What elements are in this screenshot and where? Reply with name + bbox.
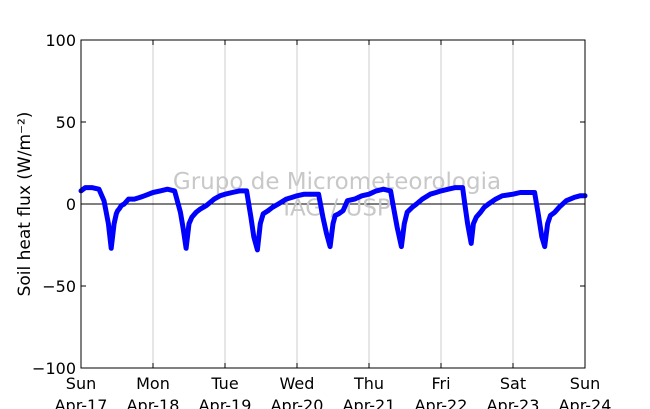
y-axis: −100 −50 0 50 100 [32, 31, 585, 378]
x-tick-day-6: Sat [500, 374, 526, 393]
series-layer [78, 185, 588, 253]
watermark-line-1: Grupo de Micrometeorologia [173, 169, 501, 195]
y-axis-label: Soil heat flux (W/m⁻²) [15, 112, 35, 297]
y-tick-label-0: −100 [32, 359, 76, 378]
series-line-0 [78, 185, 588, 253]
x-tick-date-2: Apr-19 [199, 396, 252, 409]
x-tick-day-1: Mon [136, 374, 170, 393]
x-tick-day-5: Fri [431, 374, 450, 393]
x-tick-day-2: Tue [210, 374, 238, 393]
x-tick-date-3: Apr-20 [271, 396, 324, 409]
y-tick-label-1: −50 [42, 277, 76, 296]
x-tick-date-0: Apr-17 [55, 396, 108, 409]
y-tick-label-4: 100 [45, 31, 76, 50]
x-tick-day-0: Sun [66, 374, 96, 393]
x-axis: Sun Apr-17 Mon Apr-18 Tue Apr-19 Wed Apr-20 Thu A… [55, 40, 612, 409]
y-tick-label-3: 50 [56, 113, 76, 132]
x-tick-day-4: Thu [353, 374, 384, 393]
x-tick-date-4: Apr-21 [343, 396, 396, 409]
x-tick-date-7: Apr-24 [559, 396, 612, 409]
x-tick-date-1: Apr-18 [127, 396, 180, 409]
x-tick-day-7: Sun [570, 374, 600, 393]
x-tick-day-3: Wed [280, 374, 315, 393]
y-tick-label-2: 0 [66, 195, 76, 214]
x-tick-date-5: Apr-22 [415, 396, 468, 409]
x-tick-date-6: Apr-23 [487, 396, 540, 409]
